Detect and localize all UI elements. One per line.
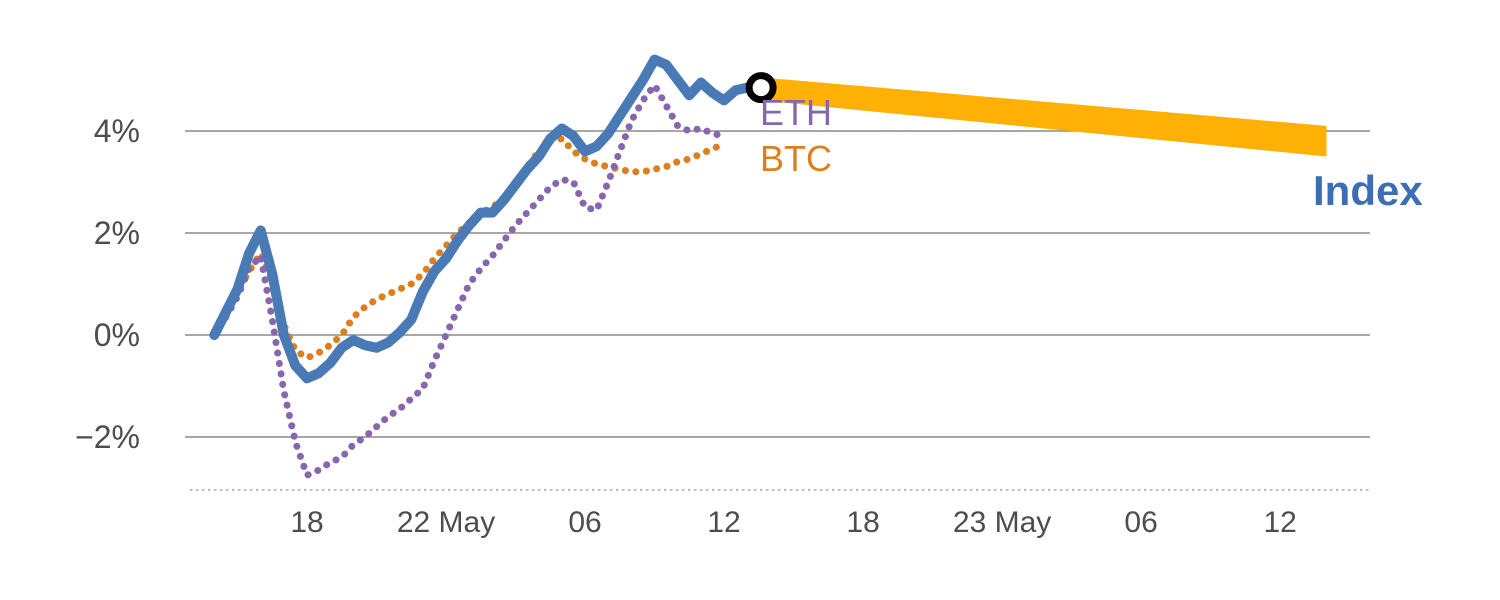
x-tick-label: 22 May <box>397 506 495 539</box>
eth-line <box>210 81 728 479</box>
y-tick-label: 0% <box>94 317 140 353</box>
eth-series-label: ETH <box>760 92 832 133</box>
x-tick-label: 23 May <box>953 506 1051 539</box>
x-tick-label: 12 <box>707 506 740 539</box>
btc-line <box>210 135 728 362</box>
y-tick-label: −2% <box>75 419 140 455</box>
index-series-label: Index <box>1313 167 1423 214</box>
y-tick-label: 4% <box>94 113 140 149</box>
forecast-band <box>761 77 1327 157</box>
btc-series-label: BTC <box>760 138 832 179</box>
x-tick-label: 12 <box>1263 506 1296 539</box>
x-tick-label: 18 <box>290 506 323 539</box>
x-tick-label: 06 <box>568 506 601 539</box>
x-tick-label: 18 <box>846 506 879 539</box>
index-line <box>209 54 767 384</box>
y-tick-label: 2% <box>94 215 140 251</box>
index-end-marker <box>745 72 777 104</box>
x-tick-label: 06 <box>1124 506 1157 539</box>
